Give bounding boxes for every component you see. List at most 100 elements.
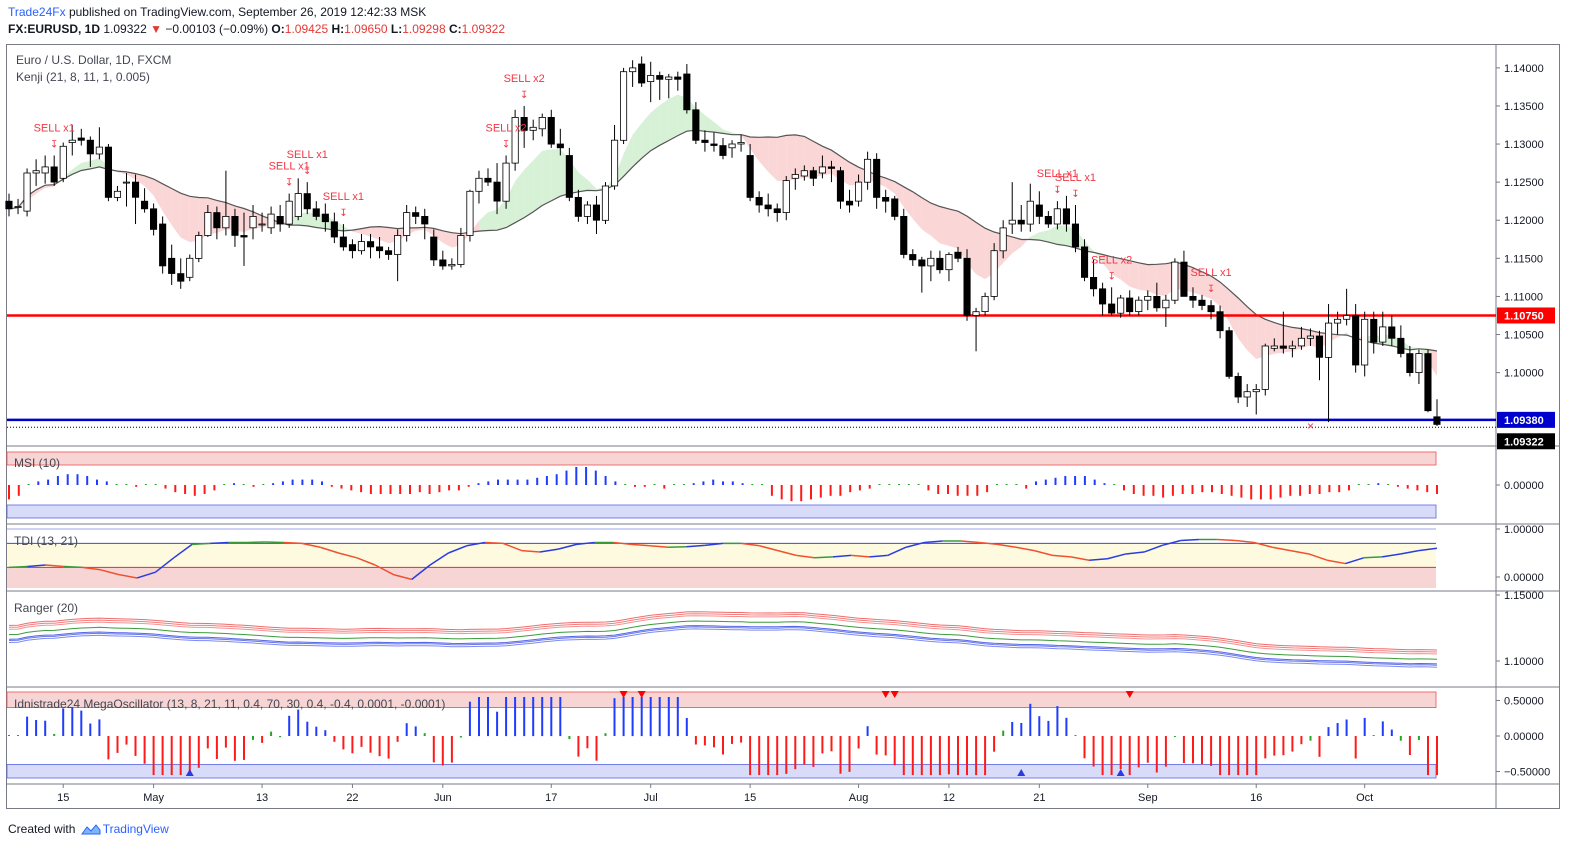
mega-bar bbox=[378, 736, 381, 757]
msi-bar bbox=[1152, 485, 1155, 496]
msi-bar bbox=[986, 485, 989, 493]
candle-down bbox=[746, 155, 754, 198]
candle-down bbox=[1216, 311, 1224, 332]
candle-up bbox=[285, 200, 293, 225]
mega-bar bbox=[496, 711, 499, 736]
mega-bar bbox=[839, 736, 842, 774]
msi-bar bbox=[907, 484, 910, 485]
cloud-segment bbox=[1202, 271, 1212, 300]
publish-info: published on TradingView.com, September … bbox=[68, 5, 427, 19]
cloud-segment bbox=[1211, 275, 1221, 307]
mega-bar bbox=[423, 733, 426, 736]
msi-bar bbox=[702, 481, 705, 485]
mega-bar bbox=[270, 731, 273, 736]
msi-bar bbox=[536, 477, 539, 485]
mega-tick-label: 0.50000 bbox=[1504, 696, 1544, 708]
indicator-title: Kenji (21, 8, 11, 1, 0.005) bbox=[16, 70, 150, 84]
mega-bar bbox=[387, 736, 390, 759]
mega-bar bbox=[468, 701, 471, 736]
publisher-link[interactable]: Trade24Fx bbox=[8, 5, 66, 19]
msi-bar bbox=[575, 467, 578, 485]
open-value: 1.09425 bbox=[284, 22, 329, 36]
msi-bar bbox=[888, 484, 891, 485]
sell-signal-label: SELL x1 bbox=[34, 122, 75, 134]
tdi-line-segment bbox=[27, 564, 46, 568]
msi-bar bbox=[682, 484, 685, 485]
candle-down bbox=[177, 273, 185, 282]
msi-bar bbox=[643, 485, 646, 487]
msi-bar bbox=[545, 476, 548, 485]
mega-bar bbox=[197, 736, 200, 768]
mega-bar bbox=[749, 736, 752, 776]
ranger-band-line bbox=[8, 615, 1438, 655]
msi-bar bbox=[800, 485, 803, 502]
mega-bar bbox=[62, 708, 65, 736]
footer: Created with TradingView bbox=[8, 822, 169, 836]
time-tick-label: 13 bbox=[256, 792, 268, 804]
candle-down bbox=[493, 181, 501, 202]
sell-arrow-icon: ↧ bbox=[1207, 284, 1215, 295]
msi-bar bbox=[1171, 485, 1174, 496]
mega-bar bbox=[44, 720, 47, 736]
candle-up bbox=[981, 295, 989, 312]
msi-bar bbox=[1318, 485, 1321, 494]
time-tick-label: Sep bbox=[1138, 792, 1158, 804]
candle-down bbox=[1234, 375, 1242, 398]
candle-up bbox=[782, 180, 790, 214]
mega-bar bbox=[297, 709, 300, 736]
chart-frame[interactable] bbox=[6, 44, 1560, 809]
candle-down bbox=[1081, 246, 1089, 278]
msi-bar bbox=[780, 485, 783, 500]
candle-down bbox=[1189, 295, 1197, 301]
tradingview-link[interactable]: TradingView bbox=[102, 822, 169, 836]
slow-average-line bbox=[8, 129, 1438, 352]
tdi-line-segment bbox=[466, 541, 486, 547]
cloud-segment bbox=[1102, 254, 1112, 275]
msi-lower-zone bbox=[6, 504, 1437, 519]
cloud-segment bbox=[632, 123, 642, 167]
mega-bar bbox=[1146, 736, 1149, 763]
mega-tick-label: −0.50000 bbox=[1504, 767, 1550, 779]
cloud-segment bbox=[81, 160, 91, 171]
cloud-segment bbox=[1057, 225, 1067, 246]
mega-bar bbox=[143, 736, 146, 764]
msi-bar bbox=[1230, 485, 1233, 496]
msi-bar bbox=[321, 481, 323, 485]
cloud-segment bbox=[885, 178, 895, 194]
mega-bar bbox=[1092, 736, 1095, 767]
mega-bar bbox=[1083, 736, 1086, 759]
mega-bar bbox=[1246, 736, 1249, 776]
candle-up bbox=[1144, 295, 1152, 301]
mega-bar bbox=[1390, 729, 1393, 736]
mega-bar bbox=[803, 736, 806, 765]
candle-down bbox=[439, 259, 447, 267]
price-label-box bbox=[1497, 433, 1555, 450]
cloud-segment bbox=[497, 199, 507, 231]
candle-down bbox=[1397, 337, 1405, 354]
msi-bar bbox=[291, 479, 294, 485]
candle-down bbox=[339, 236, 347, 248]
msi-bar bbox=[1279, 485, 1282, 498]
mega-bar bbox=[586, 736, 589, 749]
msi-bar bbox=[506, 479, 509, 485]
candle-up bbox=[68, 139, 76, 143]
cloud-segment bbox=[433, 228, 443, 243]
candle-up bbox=[529, 126, 537, 131]
msi-tick-label: 0.00000 bbox=[1504, 480, 1544, 492]
tdi-line-segment bbox=[1253, 541, 1273, 548]
msi-bar bbox=[819, 485, 822, 498]
down-arrow-icon: ▼ bbox=[150, 22, 162, 36]
mega-bar bbox=[993, 736, 996, 752]
mega-bar bbox=[1273, 736, 1276, 756]
cloud-segment bbox=[144, 175, 154, 196]
tdi-line-segment bbox=[905, 541, 925, 548]
msi-bar bbox=[1201, 485, 1204, 493]
last-price: 1.09322 bbox=[103, 22, 147, 36]
candle-up bbox=[1117, 297, 1125, 314]
mega-bar bbox=[134, 736, 137, 756]
cloud-segment bbox=[379, 226, 389, 244]
candle-down bbox=[827, 166, 835, 169]
candle-up bbox=[41, 166, 49, 174]
mega-bar bbox=[1011, 722, 1014, 736]
